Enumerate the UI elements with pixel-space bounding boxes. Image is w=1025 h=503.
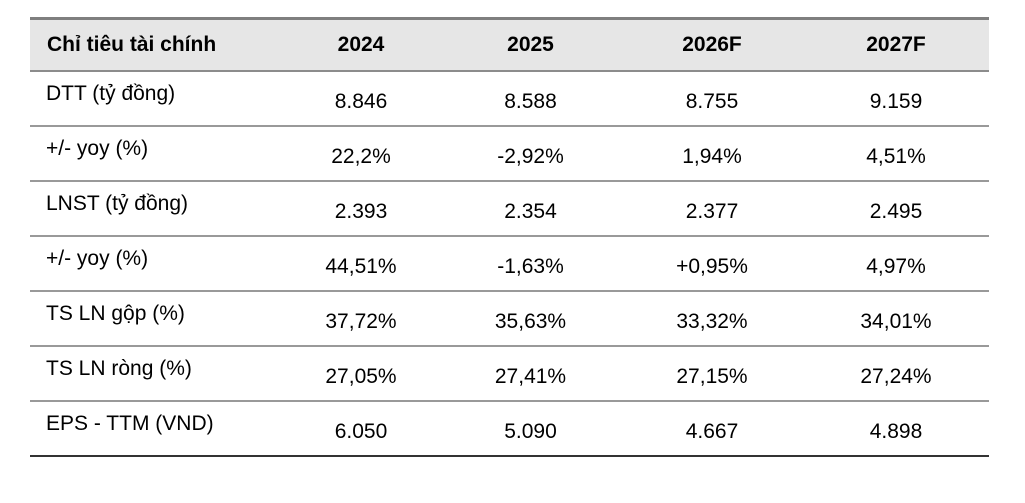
cell-value: 8.755 [685, 90, 739, 113]
cell-value: 22,2% [331, 145, 391, 168]
cell-value: 27,05% [325, 365, 397, 388]
financial-indicators-table: Chỉ tiêu tài chính 2024 2025 2026F 2027F… [30, 17, 989, 457]
row-label: +/- yoy (%) [46, 136, 149, 160]
cell-value: 9.159 [869, 90, 923, 113]
cell-value: 27,41% [494, 365, 567, 388]
cell-value: 4,51% [866, 145, 926, 168]
cell-value: 1,94% [682, 145, 742, 168]
cell-value: 4.898 [869, 420, 923, 443]
cell-value: -2,92% [497, 145, 564, 168]
header-row: Chỉ tiêu tài chính 2024 2025 2026F 2027F [30, 18, 989, 71]
cell-value: 6.050 [334, 420, 388, 443]
table-body: DTT (tỷ đồng) 8.846 8.588 8.755 9.159 +/… [30, 71, 989, 456]
row-label: TS LN gộp (%) [46, 301, 185, 325]
cell-value: 2.495 [869, 200, 923, 223]
cell-value: 5.090 [504, 420, 557, 443]
table-row: EPS - TTM (VND) 6.050 5.090 4.667 4.898 [30, 401, 989, 456]
cell-value: 34,01% [860, 310, 932, 333]
cell-value: -1,63% [497, 255, 564, 278]
table-row: TS LN ròng (%) 27,05% 27,41% 27,15% 27,2… [30, 346, 989, 401]
header-year-2027f: 2027F [866, 32, 926, 56]
cell-value: 27,24% [860, 365, 932, 388]
row-label: EPS - TTM (VND) [46, 411, 214, 435]
row-label: DTT (tỷ đồng) [46, 81, 176, 105]
header-year-2026f: 2026F [682, 32, 742, 56]
cell-value: +0,95% [676, 255, 748, 278]
cell-value: 2.377 [685, 200, 739, 223]
table-row: TS LN gộp (%) 37,72% 35,63% 33,32% 34,01… [30, 291, 989, 346]
cell-value: 27,15% [676, 365, 748, 388]
cell-value: 4.667 [685, 420, 739, 443]
row-label: LNST (tỷ đồng) [46, 191, 189, 215]
financial-indicators-table-container: Chỉ tiêu tài chính 2024 2025 2026F 2027F… [30, 17, 989, 457]
cell-value: 4,97% [866, 255, 926, 278]
cell-value: 33,32% [676, 310, 748, 333]
cell-value: 8.588 [504, 90, 557, 113]
table-row: +/- yoy (%) 22,2% -2,92% 1,94% 4,51% [30, 126, 989, 181]
cell-value: 8.846 [334, 90, 388, 113]
row-label: +/- yoy (%) [46, 246, 149, 270]
header-year-2024: 2024 [337, 32, 385, 56]
header-year-2025: 2025 [507, 32, 554, 56]
header-indicator: Chỉ tiêu tài chính [47, 32, 217, 56]
cell-value: 2.354 [504, 200, 557, 223]
cell-value: 44,51% [325, 255, 397, 278]
table-header: Chỉ tiêu tài chính 2024 2025 2026F 2027F [30, 18, 989, 71]
row-label: TS LN ròng (%) [46, 356, 192, 380]
cell-value: 35,63% [494, 310, 567, 333]
table-row: DTT (tỷ đồng) 8.846 8.588 8.755 9.159 [30, 71, 989, 126]
cell-value: 37,72% [325, 310, 397, 333]
table-row: +/- yoy (%) 44,51% -1,63% +0,95% 4,97% [30, 236, 989, 291]
table-row: LNST (tỷ đồng) 2.393 2.354 2.377 2.495 [30, 181, 989, 236]
cell-value: 2.393 [334, 200, 388, 223]
